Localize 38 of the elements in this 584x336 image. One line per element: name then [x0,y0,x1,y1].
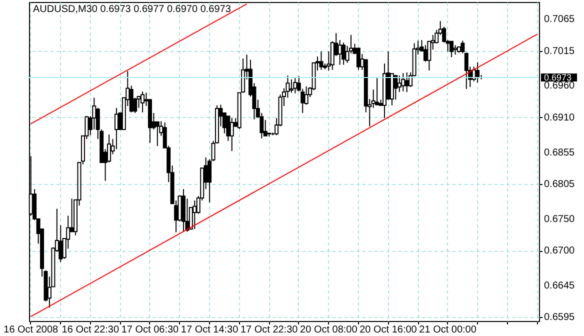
x-tick-label: 16 Oct 2008 [4,324,59,336]
candlestick [342,42,346,66]
x-tick-label: 16 Oct 22:30 [62,324,120,336]
candlestick [230,118,234,152]
y-tick-label: 0.6700 [544,246,576,257]
x-tick-label: 17 Oct 22:30 [240,324,298,336]
candlestick [356,47,360,70]
candlestick [192,200,197,230]
candlestick [289,78,294,94]
x-tick-label: 21 Oct 00:00 [419,324,477,336]
candlestick [319,50,324,70]
candlestick [453,44,458,56]
y-tick-label: 0.6855 [544,147,576,158]
y-tick-label: 0.6595 [544,312,576,324]
candlestick [338,40,342,66]
chart-title: AUDUSD,M30 0.6973 0.6977 0.6970 0.6973 [33,4,232,15]
candlestick [401,72,406,92]
candlestick [155,121,160,146]
x-tick-label: 17 Oct 06:30 [121,324,180,336]
y-tick-label: 0.7015 [544,46,576,57]
y-tick-label: 0.6645 [544,280,576,292]
x-tick-label: 17 Oct 14:30 [180,324,239,336]
candlestick [293,78,298,94]
candlestick [476,62,480,84]
y-tick-label: 0.6910 [544,112,576,124]
candlestick [140,90,145,113]
y-tick-label: 0.6960 [544,80,576,92]
y-tick-label: 0.6750 [544,214,576,225]
y-tick-label: 0.6805 [544,179,576,190]
x-tick-label: 20 Oct 08:00 [300,324,358,336]
candlestick [397,75,402,93]
x-tick-label: 20 Oct 16:00 [360,324,418,336]
candlestick [423,44,428,62]
candlestick [404,72,409,93]
candlestick [450,40,454,58]
ref-line-label: 0.6973 [544,72,572,82]
candlestick [375,78,380,106]
y-tick-label: 0.7065 [544,14,576,26]
